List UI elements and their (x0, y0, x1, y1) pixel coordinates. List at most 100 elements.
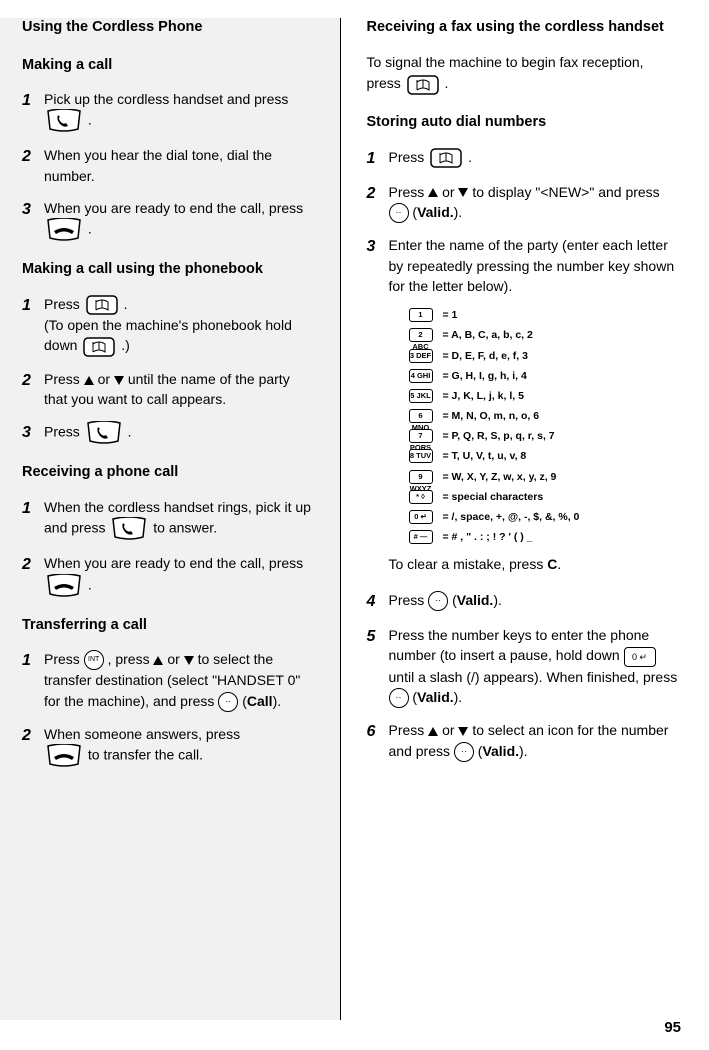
step: 2 When you are ready to end the call, pr… (22, 553, 314, 597)
subheading: Making a call (22, 56, 314, 76)
main-title: Using the Cordless Phone (22, 18, 314, 38)
book-key-icon (83, 337, 115, 357)
keypad-map: 1= 12 ABC= A, B, C, a, b, c, 23 DEF= D, … (409, 308, 682, 544)
keypad-key-icon: 4 GHI (409, 369, 433, 383)
end-key-icon (46, 744, 82, 768)
right-column: Receiving a fax using the cordless hands… (341, 18, 682, 1020)
down-arrow-icon (114, 376, 124, 385)
up-arrow-icon (428, 727, 438, 736)
keymap-row: # —= # , " . : ; ! ? ' ( ) _ (409, 530, 682, 544)
step-list: 1 When the cordless handset rings, pick … (22, 497, 314, 598)
step: 1 Pick up the cordless handset and press… (22, 89, 314, 133)
step: 3 Enter the name of the party (enter eac… (367, 235, 682, 296)
step-body: Pick up the cordless handset and press . (44, 89, 314, 133)
step: 3 Press . (22, 421, 314, 445)
step-body: When you are ready to end the call, pres… (44, 553, 314, 597)
subheading: Storing auto dial numbers (367, 113, 682, 133)
step: 3 When you are ready to end the call, pr… (22, 198, 314, 242)
step: 1 Press . (367, 147, 682, 170)
keymap-value: = W, X, Y, Z, w, x, y, z, 9 (443, 470, 557, 484)
left-column: Using the Cordless Phone Making a call 1… (0, 18, 341, 1020)
valid-key-icon: ·· (454, 742, 474, 762)
step: 5 Press the number keys to enter the pho… (367, 625, 682, 708)
step-number: 6 (367, 720, 389, 762)
step-body: Press . (389, 147, 682, 170)
step-list: 1 Press . (To open the machine's phonebo… (22, 294, 314, 445)
keymap-value: = G, H, I, g, h, i, 4 (443, 369, 527, 383)
keymap-value: = /, space, +, @, -, $, &, %, 0 (443, 510, 580, 524)
keymap-value: = D, E, F, d, e, f, 3 (443, 349, 528, 363)
step-number: 5 (367, 625, 389, 708)
step-list: 4 Press ·· (Valid.). 5 Press the number … (367, 590, 682, 762)
step: 1 Press . (To open the machine's phonebo… (22, 294, 314, 357)
keypad-key-icon: 3 DEF (409, 349, 433, 363)
step-body: Press or to select an icon for the numbe… (389, 720, 682, 762)
step-body: When the cordless handset rings, pick it… (44, 497, 314, 541)
down-arrow-icon (458, 188, 468, 197)
step-number: 2 (22, 724, 44, 768)
step: 2 Press or until the name of the party t… (22, 369, 314, 410)
step: 1 When the cordless handset rings, pick … (22, 497, 314, 541)
step-list: 1 Pick up the cordless handset and press… (22, 89, 314, 242)
step-number: 3 (22, 198, 44, 242)
keymap-value: = P, Q, R, S, p, q, r, s, 7 (443, 429, 555, 443)
keymap-value: = special characters (443, 490, 544, 504)
keymap-value: = T, U, V, t, u, v, 8 (443, 449, 527, 463)
subheading: Receiving a phone call (22, 463, 314, 483)
step-number: 1 (22, 89, 44, 133)
keymap-row: 3 DEF = D, E, F, d, e, f, 3 (409, 349, 682, 363)
keypad-key-icon: 0 ↵ (409, 510, 433, 524)
step-number: 2 (22, 553, 44, 597)
step-number: 1 (22, 497, 44, 541)
keypad-key-icon: 6 MNO (409, 409, 433, 423)
step-list: 1 Press INT , press or to select the tra… (22, 649, 314, 768)
keypad-key-icon: 5 JKL (409, 389, 433, 403)
end-key-icon (46, 218, 82, 242)
book-key-icon (86, 295, 118, 315)
valid-key-icon: ·· (428, 591, 448, 611)
step: 2 When someone answers, press to transfe… (22, 724, 314, 768)
keymap-value: = J, K, L, j, k, l, 5 (443, 389, 524, 403)
up-arrow-icon (153, 656, 163, 665)
keymap-row: 8 TUV= T, U, V, t, u, v, 8 (409, 449, 682, 463)
talk-key-icon (46, 109, 82, 133)
step-body: When someone answers, press to transfer … (44, 724, 314, 768)
step-number: 2 (367, 182, 389, 224)
step-body: Press . (44, 421, 314, 445)
book-key-icon (407, 75, 439, 95)
down-arrow-icon (458, 727, 468, 736)
keypad-key-icon: 1 (409, 308, 433, 322)
step-number: 1 (22, 294, 44, 357)
keymap-value: = M, N, O, m, n, o, 6 (443, 409, 540, 423)
clear-note: To clear a mistake, press C. (389, 554, 682, 576)
step-body: Press the number keys to enter the phone… (389, 625, 682, 708)
step-number: 1 (22, 649, 44, 712)
step-body: Press or to display "<NEW>" and press ··… (389, 182, 682, 224)
page: Using the Cordless Phone Making a call 1… (0, 0, 709, 1020)
step-number: 3 (22, 421, 44, 445)
keymap-row: 7 PQRS = P, Q, R, S, p, q, r, s, 7 (409, 429, 682, 443)
step-number: 4 (367, 590, 389, 613)
subheading: Making a call using the phonebook (22, 260, 314, 280)
keypad-key-icon: 2 ABC (409, 328, 433, 342)
down-arrow-icon (184, 656, 194, 665)
keymap-row: 5 JKL = J, K, L, j, k, l, 5 (409, 389, 682, 403)
talk-key-icon (111, 517, 147, 541)
keypad-key-icon: 9 WXYZ (409, 470, 433, 484)
keypad-key-icon: * ◊ (409, 490, 433, 504)
up-arrow-icon (428, 188, 438, 197)
end-key-icon (46, 574, 82, 598)
step-number: 3 (367, 235, 389, 296)
subheading: Transferring a call (22, 616, 314, 636)
keymap-value: = A, B, C, a, b, c, 2 (443, 328, 533, 342)
step: 2 When you hear the dial tone, dial the … (22, 145, 314, 186)
keypad-key-icon: # — (409, 530, 433, 544)
book-key-icon (430, 148, 462, 168)
keypad-key-icon: 7 PQRS (409, 429, 433, 443)
subheading: Receiving a fax using the cordless hands… (367, 18, 682, 38)
valid-key-icon: ·· (389, 203, 409, 223)
paragraph: To signal the machine to begin fax recep… (367, 52, 682, 95)
keymap-row: 6 MNO = M, N, O, m, n, o, 6 (409, 409, 682, 423)
step-body: Press . (To open the machine's phonebook… (44, 294, 314, 357)
step: 4 Press ·· (Valid.). (367, 590, 682, 613)
